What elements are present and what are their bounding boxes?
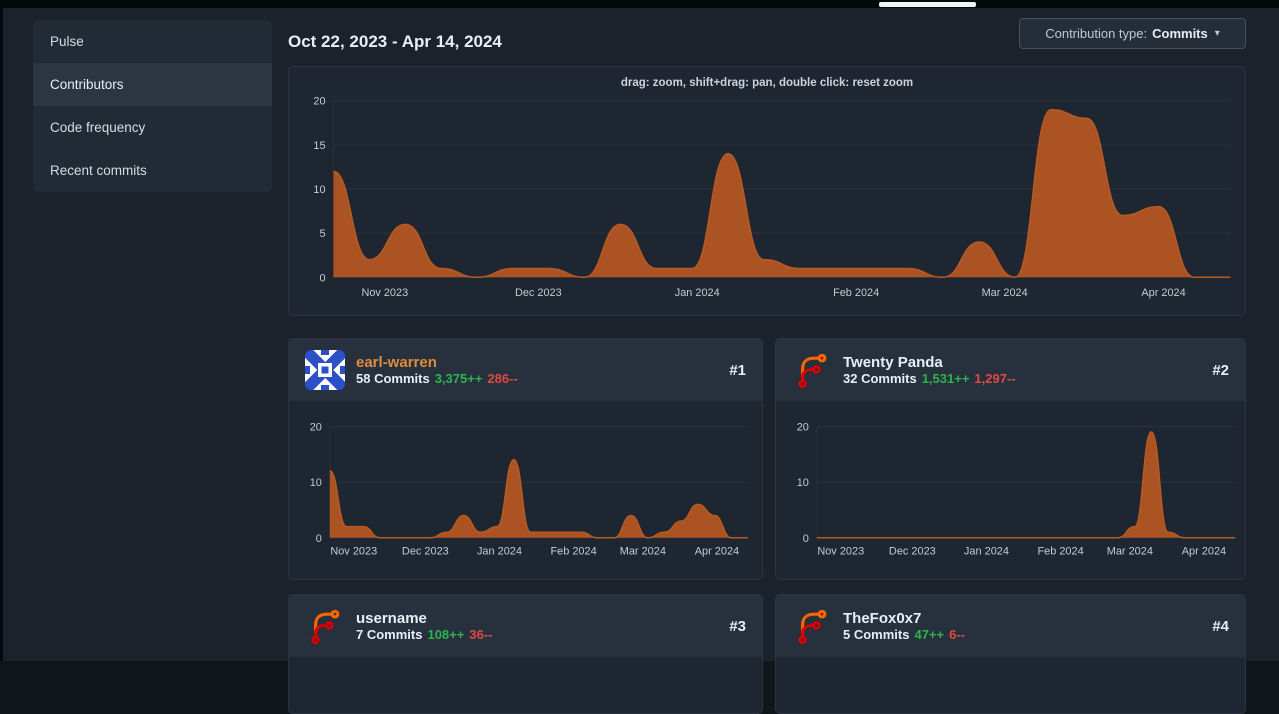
svg-text:Nov 2023: Nov 2023 <box>330 546 377 558</box>
contributor-chart-body <box>289 657 762 713</box>
svg-text:20: 20 <box>313 96 325 108</box>
commit-count: 7 Commits <box>356 627 423 642</box>
contributor-cards-grid: earl-warren 58 Commits 3,375++ 286-- #1 0 1… <box>288 338 1246 714</box>
window-left-edge <box>0 0 3 661</box>
commit-count: 32 Commits <box>843 371 917 386</box>
sidebar-item-label: Code frequency <box>50 120 146 135</box>
active-tab-underline <box>879 2 976 7</box>
additions-count: 47++ <box>914 627 945 642</box>
date-range-title: Oct 22, 2023 - Apr 14, 2024 <box>288 32 502 52</box>
contributor-stats: 32 Commits 1,531++ 1,297-- <box>843 371 1212 386</box>
deletions-count: 6-- <box>949 627 966 642</box>
insights-sidebar: Pulse Contributors Code frequency Recent… <box>33 20 272 192</box>
contributor-chart-body: 0 10 20 Nov 2023 Dec 2023 Jan 2024 Feb 2024 Mar… <box>289 401 762 580</box>
contributor-card-header: username 7 Commits 108++ 36-- #3 <box>289 595 762 657</box>
contributor-card-header: earl-warren 58 Commits 3,375++ 286-- #1 <box>289 339 762 401</box>
main-contributions-panel: drag: zoom, shift+drag: pan, double clic… <box>288 66 1246 316</box>
top-tab-bar <box>0 0 1279 8</box>
contributor-stats: 7 Commits 108++ 36-- <box>356 627 729 642</box>
contributor-card-header: TheFox0x7 5 Commits 47++ 6-- #4 <box>776 595 1245 657</box>
sidebar-item-label: Contributors <box>50 77 124 92</box>
forgejo-logo-icon <box>798 609 827 645</box>
svg-text:20: 20 <box>310 421 322 433</box>
contributor-card-2: Twenty Panda 32 Commits 1,531++ 1,297-- #2… <box>775 338 1246 580</box>
contribution-type-value: Commits <box>1152 26 1208 41</box>
svg-text:Nov 2023: Nov 2023 <box>361 287 408 299</box>
avatar <box>792 606 832 646</box>
chevron-down-icon: ▾ <box>1214 28 1220 39</box>
contributor-chart[interactable]: 0 10 20 Nov 2023 Dec 2023 Jan 2024 Feb 2024 Mar… <box>289 401 762 580</box>
svg-text:Jan 2024: Jan 2024 <box>675 287 720 299</box>
avatar <box>305 350 345 390</box>
sidebar-item-label: Recent commits <box>50 163 147 178</box>
svg-text:10: 10 <box>797 477 809 489</box>
svg-text:Jan 2024: Jan 2024 <box>964 546 1009 558</box>
avatar <box>792 350 832 390</box>
svg-text:Mar 2024: Mar 2024 <box>1107 546 1153 558</box>
contributor-card-3: username 7 Commits 108++ 36-- #3 <box>288 594 763 714</box>
svg-text:5: 5 <box>319 228 325 240</box>
svg-text:Apr 2024: Apr 2024 <box>1141 287 1185 299</box>
additions-count: 108++ <box>427 627 465 642</box>
svg-text:0: 0 <box>319 272 325 284</box>
chart-zoom-hint: drag: zoom, shift+drag: pan, double clic… <box>620 77 914 89</box>
contributor-card-4: TheFox0x7 5 Commits 47++ 6-- #4 <box>775 594 1246 714</box>
svg-text:Apr 2024: Apr 2024 <box>1182 546 1226 558</box>
commit-count: 58 Commits <box>356 371 430 386</box>
svg-text:15: 15 <box>313 140 325 152</box>
svg-text:Nov 2023: Nov 2023 <box>817 546 864 558</box>
svg-text:0: 0 <box>803 533 809 545</box>
contributor-card-1: earl-warren 58 Commits 3,375++ 286-- #1 0 1… <box>288 338 763 580</box>
svg-text:10: 10 <box>313 184 325 196</box>
rank-badge: #2 <box>1212 361 1229 379</box>
avatar <box>305 606 345 646</box>
forgejo-logo-icon <box>798 353 827 389</box>
contributor-chart-body: 0 10 20 Nov 2023 Dec 2023 Jan 2024 Feb 2024 Mar… <box>776 401 1245 580</box>
rank-badge: #4 <box>1212 617 1229 635</box>
contributor-stats: 5 Commits 47++ 6-- <box>843 627 1212 642</box>
deletions-count: 36-- <box>469 627 493 642</box>
rank-badge: #3 <box>729 617 746 635</box>
svg-text:Dec 2023: Dec 2023 <box>515 287 562 299</box>
svg-text:Mar 2024: Mar 2024 <box>982 287 1028 299</box>
contributor-name-link[interactable]: earl-warren <box>356 354 437 371</box>
contributor-chart-body <box>776 657 1245 713</box>
svg-text:Feb 2024: Feb 2024 <box>550 546 596 558</box>
contributor-chart[interactable]: 0 10 20 Nov 2023 Dec 2023 Jan 2024 Feb 2024 Mar… <box>776 401 1245 580</box>
svg-text:10: 10 <box>310 477 322 489</box>
main-contributions-chart[interactable]: 0 5 10 15 20 Nov 2023 Dec 2023 Jan 2024 Feb 2024… <box>289 67 1245 315</box>
commit-count: 5 Commits <box>843 627 910 642</box>
contributor-name[interactable]: username <box>356 610 427 627</box>
additions-count: 1,531++ <box>921 371 970 386</box>
sidebar-item-pulse[interactable]: Pulse <box>33 20 272 63</box>
svg-text:Mar 2024: Mar 2024 <box>620 546 666 558</box>
contributor-name[interactable]: TheFox0x7 <box>843 610 922 627</box>
contribution-type-dropdown[interactable]: Contribution type: Commits ▾ <box>1019 18 1246 49</box>
svg-text:Feb 2024: Feb 2024 <box>1037 546 1083 558</box>
contributor-card-header: Twenty Panda 32 Commits 1,531++ 1,297-- #2 <box>776 339 1245 401</box>
svg-text:0: 0 <box>316 533 322 545</box>
identicon-avatar <box>305 350 345 390</box>
svg-text:Feb 2024: Feb 2024 <box>833 287 879 299</box>
deletions-count: 286-- <box>487 371 518 386</box>
sidebar-item-recent-commits[interactable]: Recent commits <box>33 149 272 192</box>
contributor-name[interactable]: Twenty Panda <box>843 354 943 371</box>
svg-text:Dec 2023: Dec 2023 <box>402 546 449 558</box>
svg-text:Dec 2023: Dec 2023 <box>889 546 936 558</box>
svg-text:20: 20 <box>797 421 809 433</box>
forgejo-logo-icon <box>311 609 340 645</box>
svg-text:Jan 2024: Jan 2024 <box>477 546 522 558</box>
rank-badge: #1 <box>729 361 746 379</box>
contribution-type-label: Contribution type: <box>1045 26 1148 41</box>
contributor-stats: 58 Commits 3,375++ 286-- <box>356 371 729 386</box>
additions-count: 3,375++ <box>434 371 483 386</box>
sidebar-item-contributors[interactable]: Contributors <box>33 63 272 106</box>
sidebar-item-code-frequency[interactable]: Code frequency <box>33 106 272 149</box>
sidebar-item-label: Pulse <box>50 34 84 49</box>
svg-text:Apr 2024: Apr 2024 <box>695 546 739 558</box>
deletions-count: 1,297-- <box>974 371 1016 386</box>
